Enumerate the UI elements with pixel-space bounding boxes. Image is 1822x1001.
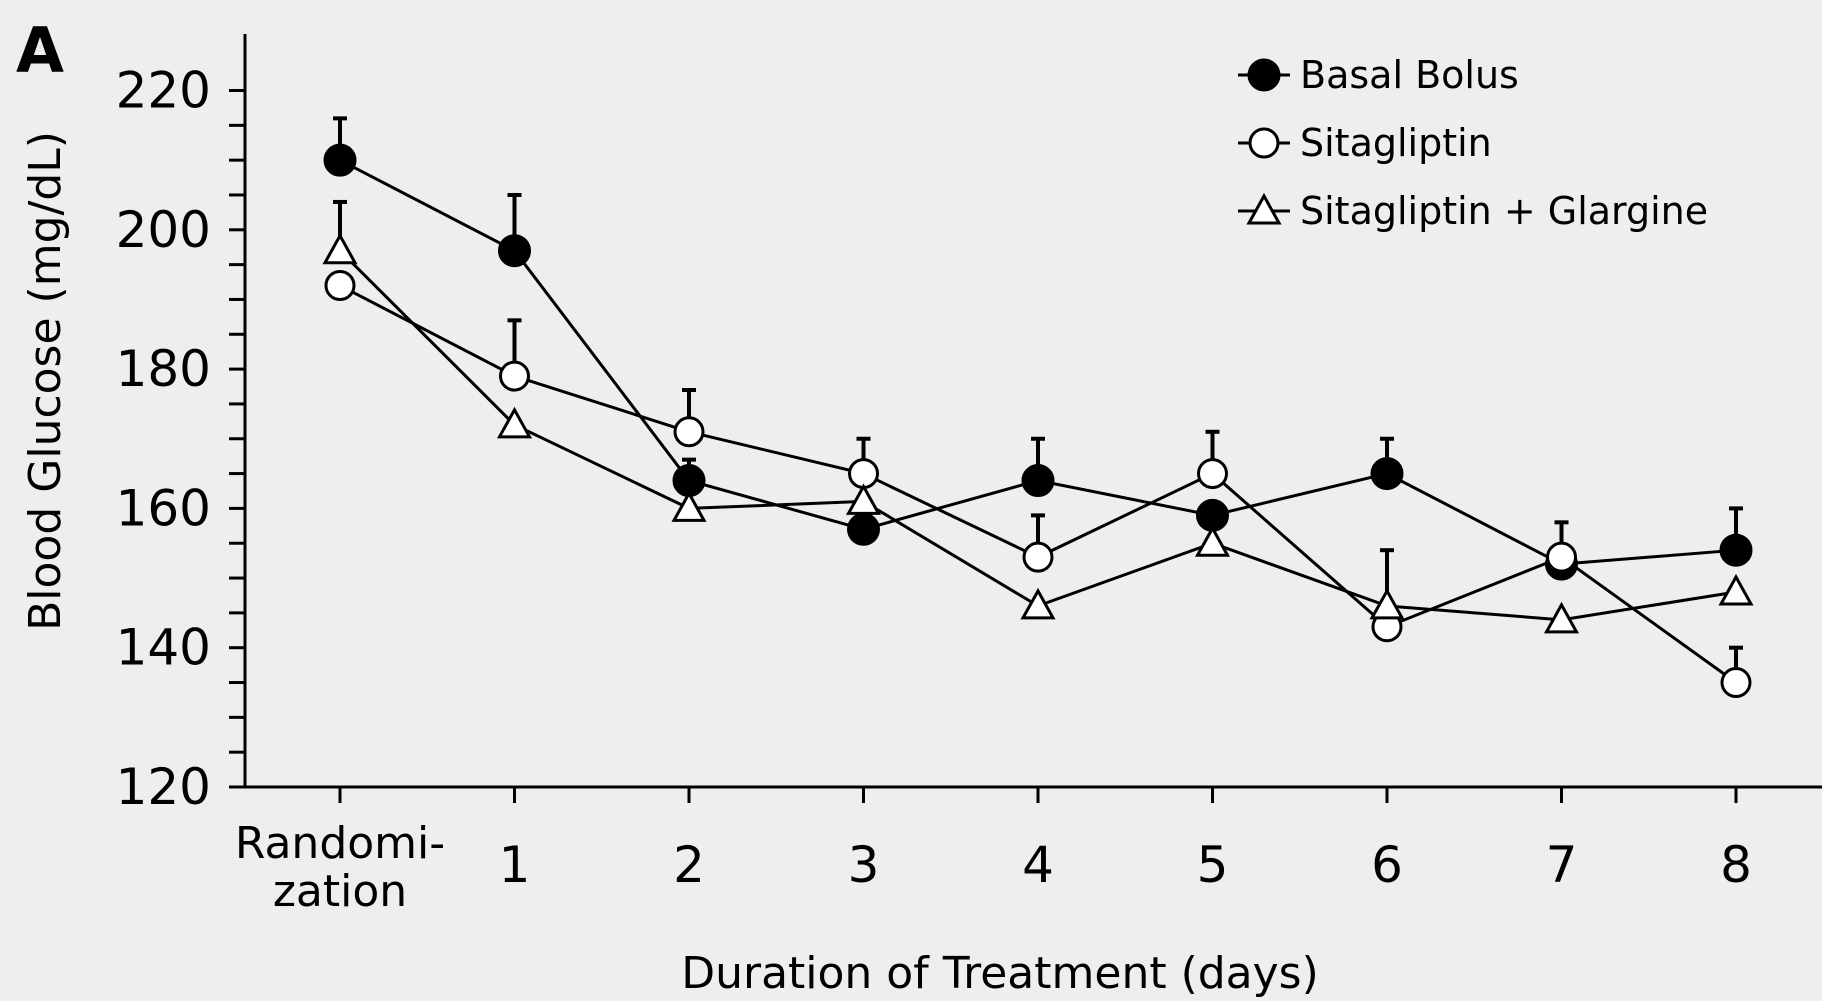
axes	[229, 34, 1822, 803]
data-point	[1369, 587, 1405, 620]
data-point	[1022, 541, 1054, 573]
y-axis-title: Blood Glucose (mg/dL)	[20, 131, 71, 631]
data-point	[499, 360, 530, 392]
data-point	[1546, 541, 1577, 573]
data-point	[1718, 573, 1754, 606]
panel-label: A	[16, 14, 64, 87]
tick-labels: 120 140 160 180 200 220 Randomi-zation 1 2 3 4 5 6 7 8	[116, 62, 1752, 918]
y-tick-label: 200	[116, 201, 211, 259]
x-tick-label: 3	[848, 836, 880, 894]
data-point	[673, 416, 705, 448]
y-tick-label: 140	[116, 619, 211, 677]
data-point	[1719, 533, 1753, 567]
data-point	[845, 483, 882, 515]
data-point	[847, 512, 880, 546]
data-point	[1543, 601, 1580, 634]
y-tick-label: 220	[116, 62, 211, 120]
series-markers	[322, 143, 1754, 699]
data-point	[1720, 667, 1752, 699]
y-tick-label: 180	[116, 340, 211, 398]
y-tick-label: 160	[116, 479, 211, 537]
y-tick-label: 120	[116, 758, 211, 816]
legend-label: Sitagliptin	[1300, 121, 1492, 165]
legend-label: Sitagliptin + Glargine	[1300, 189, 1708, 233]
legend-label: Basal Bolus	[1300, 53, 1519, 97]
legend-marker	[1246, 192, 1282, 225]
data-point	[323, 143, 357, 177]
x-tick-label: 7	[1546, 836, 1578, 894]
data-point	[1020, 587, 1056, 620]
data-point	[324, 270, 356, 302]
x-tick-label: 4	[1022, 836, 1054, 894]
data-point	[496, 406, 533, 439]
data-point	[1197, 458, 1228, 490]
x-tick-label: 6	[1371, 836, 1403, 894]
x-tick-label: zation	[273, 866, 407, 917]
x-axis-title: Duration of Treatment (days)	[681, 948, 1319, 999]
x-tick-label: 5	[1197, 836, 1229, 894]
data-point	[322, 232, 358, 265]
x-tick-label: 1	[499, 836, 531, 894]
legend-marker	[1248, 127, 1280, 159]
x-tick-label: 8	[1720, 836, 1752, 894]
data-point	[671, 490, 707, 522]
legend-marker	[1247, 58, 1281, 92]
data-point	[498, 234, 531, 268]
x-tick-label: Randomi-	[235, 818, 445, 869]
data-point	[1194, 525, 1231, 557]
x-tick-label: 2	[673, 836, 705, 894]
legend: Basal Bolus Sitagliptin Sitagliptin + Glar…	[1238, 53, 1708, 233]
data-point	[1021, 464, 1055, 498]
data-point	[1370, 457, 1404, 491]
